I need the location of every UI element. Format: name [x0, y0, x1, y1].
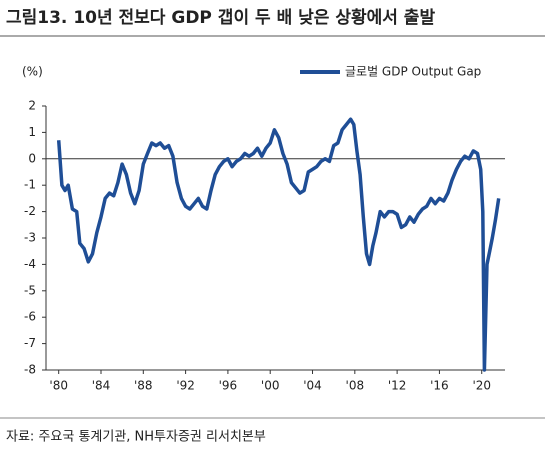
- x-tick-label: '00: [261, 379, 280, 393]
- y-tick-label: -1: [24, 178, 36, 192]
- x-tick-label: '84: [92, 379, 111, 393]
- series-line: [56, 117, 501, 372]
- chart-title: 그림13. 10년 전보다 GDP 갭이 두 배 낮은 상황에서 출발: [6, 8, 435, 28]
- y-tick-label: -6: [24, 310, 36, 324]
- y-tick-label: -3: [24, 231, 36, 245]
- y-tick-label: 2: [28, 99, 36, 113]
- x-tick-label: '20: [472, 379, 491, 393]
- y-tick-label: 1: [28, 125, 36, 139]
- y-tick-label: -4: [24, 257, 36, 271]
- x-tick-label: '04: [303, 379, 322, 393]
- x-tick-label: '80: [49, 379, 68, 393]
- x-tick-label: '12: [388, 379, 407, 393]
- source: 자료: 주요국 통계기관, NH투자증권 리서치본부: [6, 430, 266, 445]
- y-unit: (%): [22, 65, 43, 79]
- x-tick-label: '96: [219, 379, 238, 393]
- y-tick-label: -8: [24, 363, 36, 377]
- y-tick-label: -5: [24, 283, 36, 297]
- y-tick-label: 0: [28, 151, 36, 165]
- legend-label: 글로벌 GDP Output Gap: [345, 65, 481, 79]
- x-tick-label: '88: [134, 379, 153, 393]
- x-tick-label: '92: [176, 379, 195, 393]
- y-tick-label: -7: [24, 336, 36, 350]
- y-tick-label: -2: [24, 204, 36, 218]
- x-tick-label: '16: [430, 379, 449, 393]
- x-tick-label: '08: [346, 379, 365, 393]
